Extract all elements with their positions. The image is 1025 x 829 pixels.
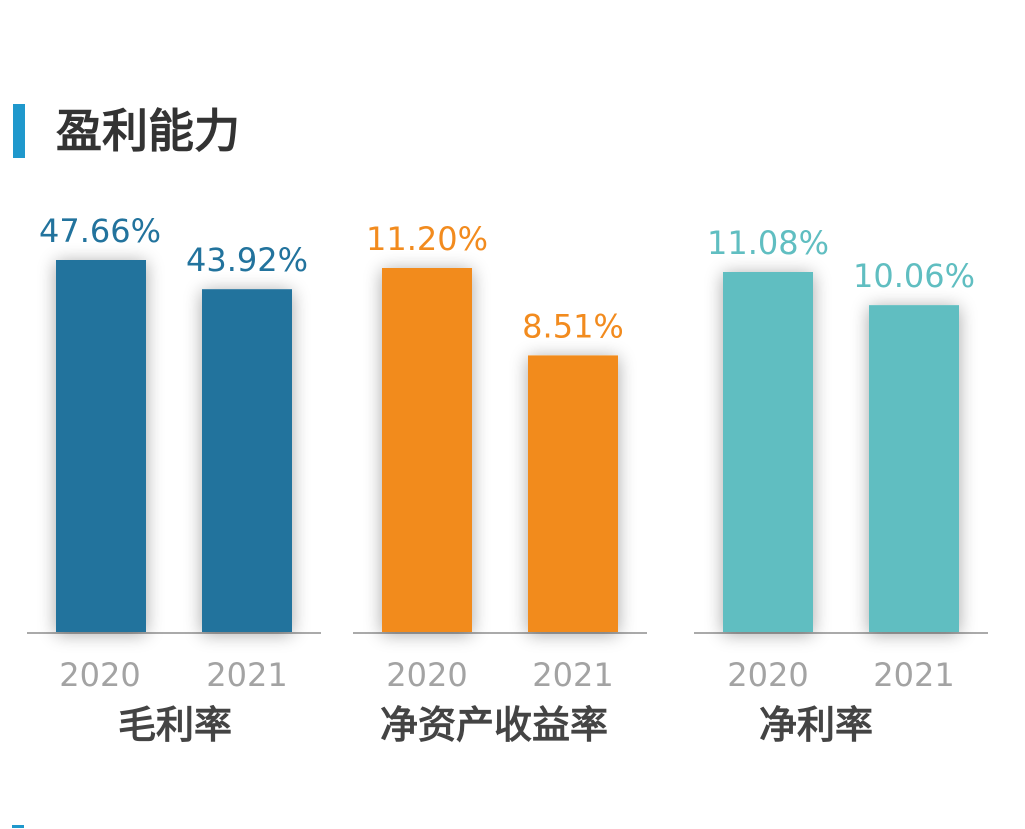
bar-2021 [202, 289, 292, 632]
chart-group-2: 11.20% 2020 8.51% 2021 净资产收益率 [353, 220, 647, 747]
tick-label: 2021 [873, 656, 954, 694]
data-label: 10.06% [853, 257, 975, 295]
bar-2021 [869, 305, 959, 632]
title-accent-bar [13, 104, 25, 158]
data-label: 8.51% [522, 307, 624, 345]
tick-label: 2021 [532, 656, 613, 694]
bar-2020 [382, 268, 472, 632]
data-label: 47.66% [39, 212, 161, 250]
page-title: 盈利能力 [56, 104, 240, 158]
tick-label: 2020 [59, 656, 140, 694]
bar-2020 [56, 260, 146, 632]
data-label: 11.20% [366, 220, 488, 258]
data-label: 43.92% [186, 241, 308, 279]
chart-title: 毛利率 [118, 703, 232, 747]
chart-title: 净利率 [759, 703, 873, 747]
chart-title: 净资产收益率 [380, 703, 608, 747]
tick-label: 2021 [206, 656, 287, 694]
tick-label: 2020 [727, 656, 808, 694]
tick-label: 2020 [386, 656, 467, 694]
data-label: 11.08% [707, 224, 829, 262]
bar-2020 [723, 272, 813, 632]
bar-2021 [528, 355, 618, 632]
chart-group-1: 47.66% 2020 43.92% 2021 毛利率 [27, 212, 321, 747]
bottom-accent-mark [12, 825, 24, 828]
